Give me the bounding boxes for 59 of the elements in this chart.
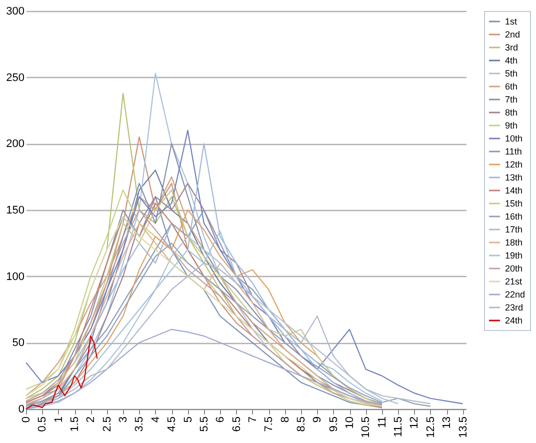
x-tick-label: 4: [150, 416, 162, 423]
x-tick-label: 5.5: [198, 416, 210, 432]
x-tick-label: 13: [441, 416, 454, 429]
x-tick-label: 13.5: [457, 416, 470, 438]
x-tick-label: 11: [376, 416, 388, 428]
x-tick-label: 12: [408, 416, 421, 429]
x-tick-label: 8: [279, 416, 292, 423]
legend-label: 24th: [505, 316, 523, 326]
y-tick-label: 100: [6, 270, 24, 283]
legend-label: 7th: [505, 94, 518, 104]
legend-label: 6th: [505, 82, 518, 92]
legend-label: 22nd: [505, 290, 526, 300]
x-tick-label: 6: [214, 416, 227, 423]
legend-label: 2nd: [505, 30, 520, 40]
legend-label: 8th: [505, 108, 518, 118]
legend-label: 1st: [505, 16, 518, 26]
y-tick-label: 50: [12, 337, 24, 350]
legend-label: 20th: [505, 264, 523, 274]
legend-label: 9th: [505, 120, 518, 130]
y-tick-label: 0: [18, 404, 24, 416]
y-tick-label: 150: [6, 204, 24, 216]
legend-label: 3rd: [505, 42, 518, 52]
legend-label: 17th: [505, 224, 523, 234]
x-tick-label: 3: [118, 416, 130, 423]
x-tick-label: 0.5: [36, 416, 49, 432]
legend-label: 12th: [505, 160, 523, 170]
x-tick-label: 0: [20, 416, 32, 423]
x-tick-label: 12.5: [424, 416, 437, 438]
x-tick-label: 5: [182, 416, 194, 423]
legend-label: 19th: [505, 250, 523, 260]
x-tick-label: 3.5: [134, 416, 146, 432]
x-tick-label: 10: [344, 416, 356, 429]
y-tick-label: 250: [6, 72, 24, 84]
x-tick-label: 9.5: [328, 416, 340, 432]
legend-label: 11th: [505, 146, 522, 156]
x-tick-label: 10.5: [360, 416, 372, 438]
x-tick-label: 6.5: [230, 416, 243, 432]
x-tick-label: 8.5: [296, 416, 308, 432]
legend-label: 10th: [505, 134, 523, 144]
legend-label: 21st: [505, 276, 523, 286]
legend-label: 16th: [505, 212, 523, 222]
legend-label: 18th: [505, 238, 523, 248]
y-tick-label: 200: [6, 138, 24, 150]
legend-label: 14th: [505, 186, 523, 196]
x-tick-label: 2.5: [101, 416, 114, 432]
x-tick-label: 9: [312, 416, 324, 423]
y-tick-label: 300: [6, 6, 24, 18]
legend-label: 23rd: [505, 302, 524, 312]
x-tick-label: 4.5: [166, 416, 178, 432]
legend-label: 15th: [505, 198, 523, 208]
x-tick-label: 1: [52, 416, 65, 423]
legend-label: 5th: [505, 68, 518, 78]
legend-label: 13th: [505, 172, 523, 182]
legend-label: 4th: [505, 56, 518, 66]
x-tick-label: 1.5: [69, 416, 82, 432]
x-tick-label: 7.5: [263, 416, 276, 432]
x-tick-label: 7: [246, 416, 259, 423]
x-tick-label: 2: [85, 416, 98, 423]
x-tick-label: 11.5: [392, 416, 405, 438]
